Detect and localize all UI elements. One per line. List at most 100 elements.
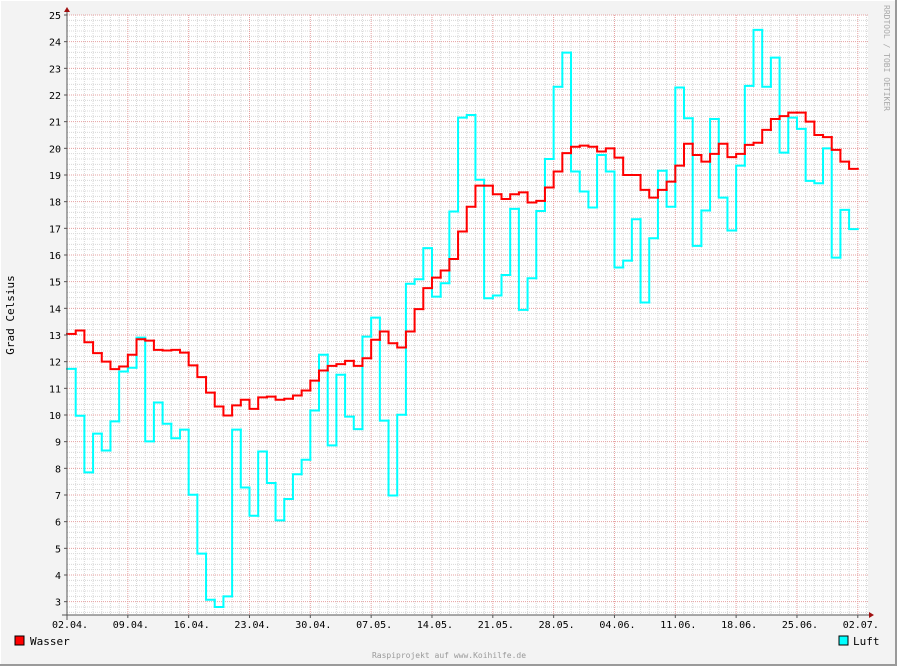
legend-swatch-wasser xyxy=(14,635,25,646)
luft-step xyxy=(126,366,138,373)
y-tick-label: 5 xyxy=(55,544,61,555)
y-tick-label: 20 xyxy=(49,144,61,155)
wasser-step xyxy=(587,144,599,148)
wasser-step xyxy=(274,395,286,401)
wasser-step xyxy=(578,144,590,148)
wasser-step xyxy=(543,186,555,202)
x-tick-label: 09.04. xyxy=(113,620,149,631)
wasser-step xyxy=(656,188,668,199)
wasser-step xyxy=(326,364,338,372)
y-tick-label: 23 xyxy=(49,64,61,75)
luft-step xyxy=(430,247,442,298)
wasser-step xyxy=(422,287,433,311)
wasser-step xyxy=(839,148,851,163)
luft-step xyxy=(535,210,546,280)
luft-step xyxy=(822,147,833,185)
luft-step xyxy=(144,336,155,443)
x-tick-label: 18.06. xyxy=(721,620,757,631)
luft-step xyxy=(326,353,338,447)
luft-step xyxy=(743,84,755,167)
x-tick-label: 21.05. xyxy=(478,620,514,631)
luft-step xyxy=(248,486,260,517)
wasser-step xyxy=(92,341,103,355)
wasser-step xyxy=(126,353,138,368)
x-tick-label: 04.06. xyxy=(599,620,635,631)
legend-swatch-luft xyxy=(838,635,849,646)
series-group xyxy=(66,28,859,608)
axes xyxy=(62,7,874,620)
luft-step xyxy=(735,164,746,232)
luft-step xyxy=(656,169,668,240)
luft-step xyxy=(804,127,816,182)
wasser-step xyxy=(161,348,173,352)
x-tick-label: 23.04. xyxy=(234,620,270,631)
wasser-step xyxy=(387,330,399,345)
wasser-step xyxy=(413,308,425,333)
y-tick-label: 25 xyxy=(49,11,61,22)
y-tick-label: 3 xyxy=(55,598,61,609)
luft-step xyxy=(239,428,251,489)
wasser-step xyxy=(404,330,416,349)
luft-step xyxy=(648,237,659,304)
luft-step xyxy=(413,278,425,285)
wasser-step xyxy=(344,359,355,366)
wasser-step xyxy=(743,143,755,155)
wasser-step xyxy=(457,230,468,260)
wasser-step xyxy=(830,136,842,151)
luft-step xyxy=(318,353,329,412)
luft-step xyxy=(283,498,294,522)
luft-step xyxy=(509,207,520,276)
luft-step xyxy=(361,335,373,431)
luft-step xyxy=(587,190,599,209)
luft-step xyxy=(396,413,407,497)
luft-step xyxy=(578,170,590,193)
wasser-step xyxy=(526,191,538,204)
wasser-step xyxy=(448,258,460,272)
wasser-step xyxy=(83,329,95,344)
luft-step xyxy=(561,51,573,88)
luft-step xyxy=(517,207,529,311)
luft-step xyxy=(465,114,477,119)
luft-step xyxy=(604,154,616,173)
wasser-step xyxy=(144,338,155,342)
luft-step xyxy=(300,458,312,476)
luft-step xyxy=(839,208,851,259)
luft-step xyxy=(265,450,277,484)
luft-step xyxy=(639,218,651,304)
wasser-step xyxy=(152,339,164,351)
wasser-step xyxy=(257,396,268,410)
luft-step xyxy=(778,56,790,154)
y-tick-label: 12 xyxy=(49,358,61,369)
x-tick-label: 02.07. xyxy=(843,620,879,631)
luft-step xyxy=(830,147,842,259)
luft-step xyxy=(291,473,303,500)
series-wasser xyxy=(66,111,859,417)
y-tick-label: 9 xyxy=(55,438,61,449)
wasser-step xyxy=(491,184,503,196)
luft-step xyxy=(187,428,199,496)
wasser-step xyxy=(283,397,294,401)
luft-step xyxy=(404,282,416,416)
wasser-step xyxy=(196,364,208,379)
luft-step xyxy=(378,316,390,422)
y-tick-label: 13 xyxy=(49,331,61,342)
wasser-step xyxy=(100,352,112,363)
x-tick-label: 07.05. xyxy=(356,620,392,631)
plot-area xyxy=(67,15,868,615)
wasser-step xyxy=(248,398,260,410)
luft-step xyxy=(700,209,712,247)
wasser-step xyxy=(604,147,616,153)
wasser-step xyxy=(335,363,347,367)
luft-step xyxy=(170,422,181,440)
wasser-step xyxy=(465,205,477,233)
wasser-step xyxy=(822,134,833,139)
luft-step xyxy=(483,178,494,300)
wasser-step xyxy=(361,357,373,367)
luft-step xyxy=(630,218,642,262)
wasser-step xyxy=(769,118,781,131)
luft-step xyxy=(526,277,538,311)
luft-step xyxy=(848,208,859,231)
luft-step xyxy=(491,294,503,300)
